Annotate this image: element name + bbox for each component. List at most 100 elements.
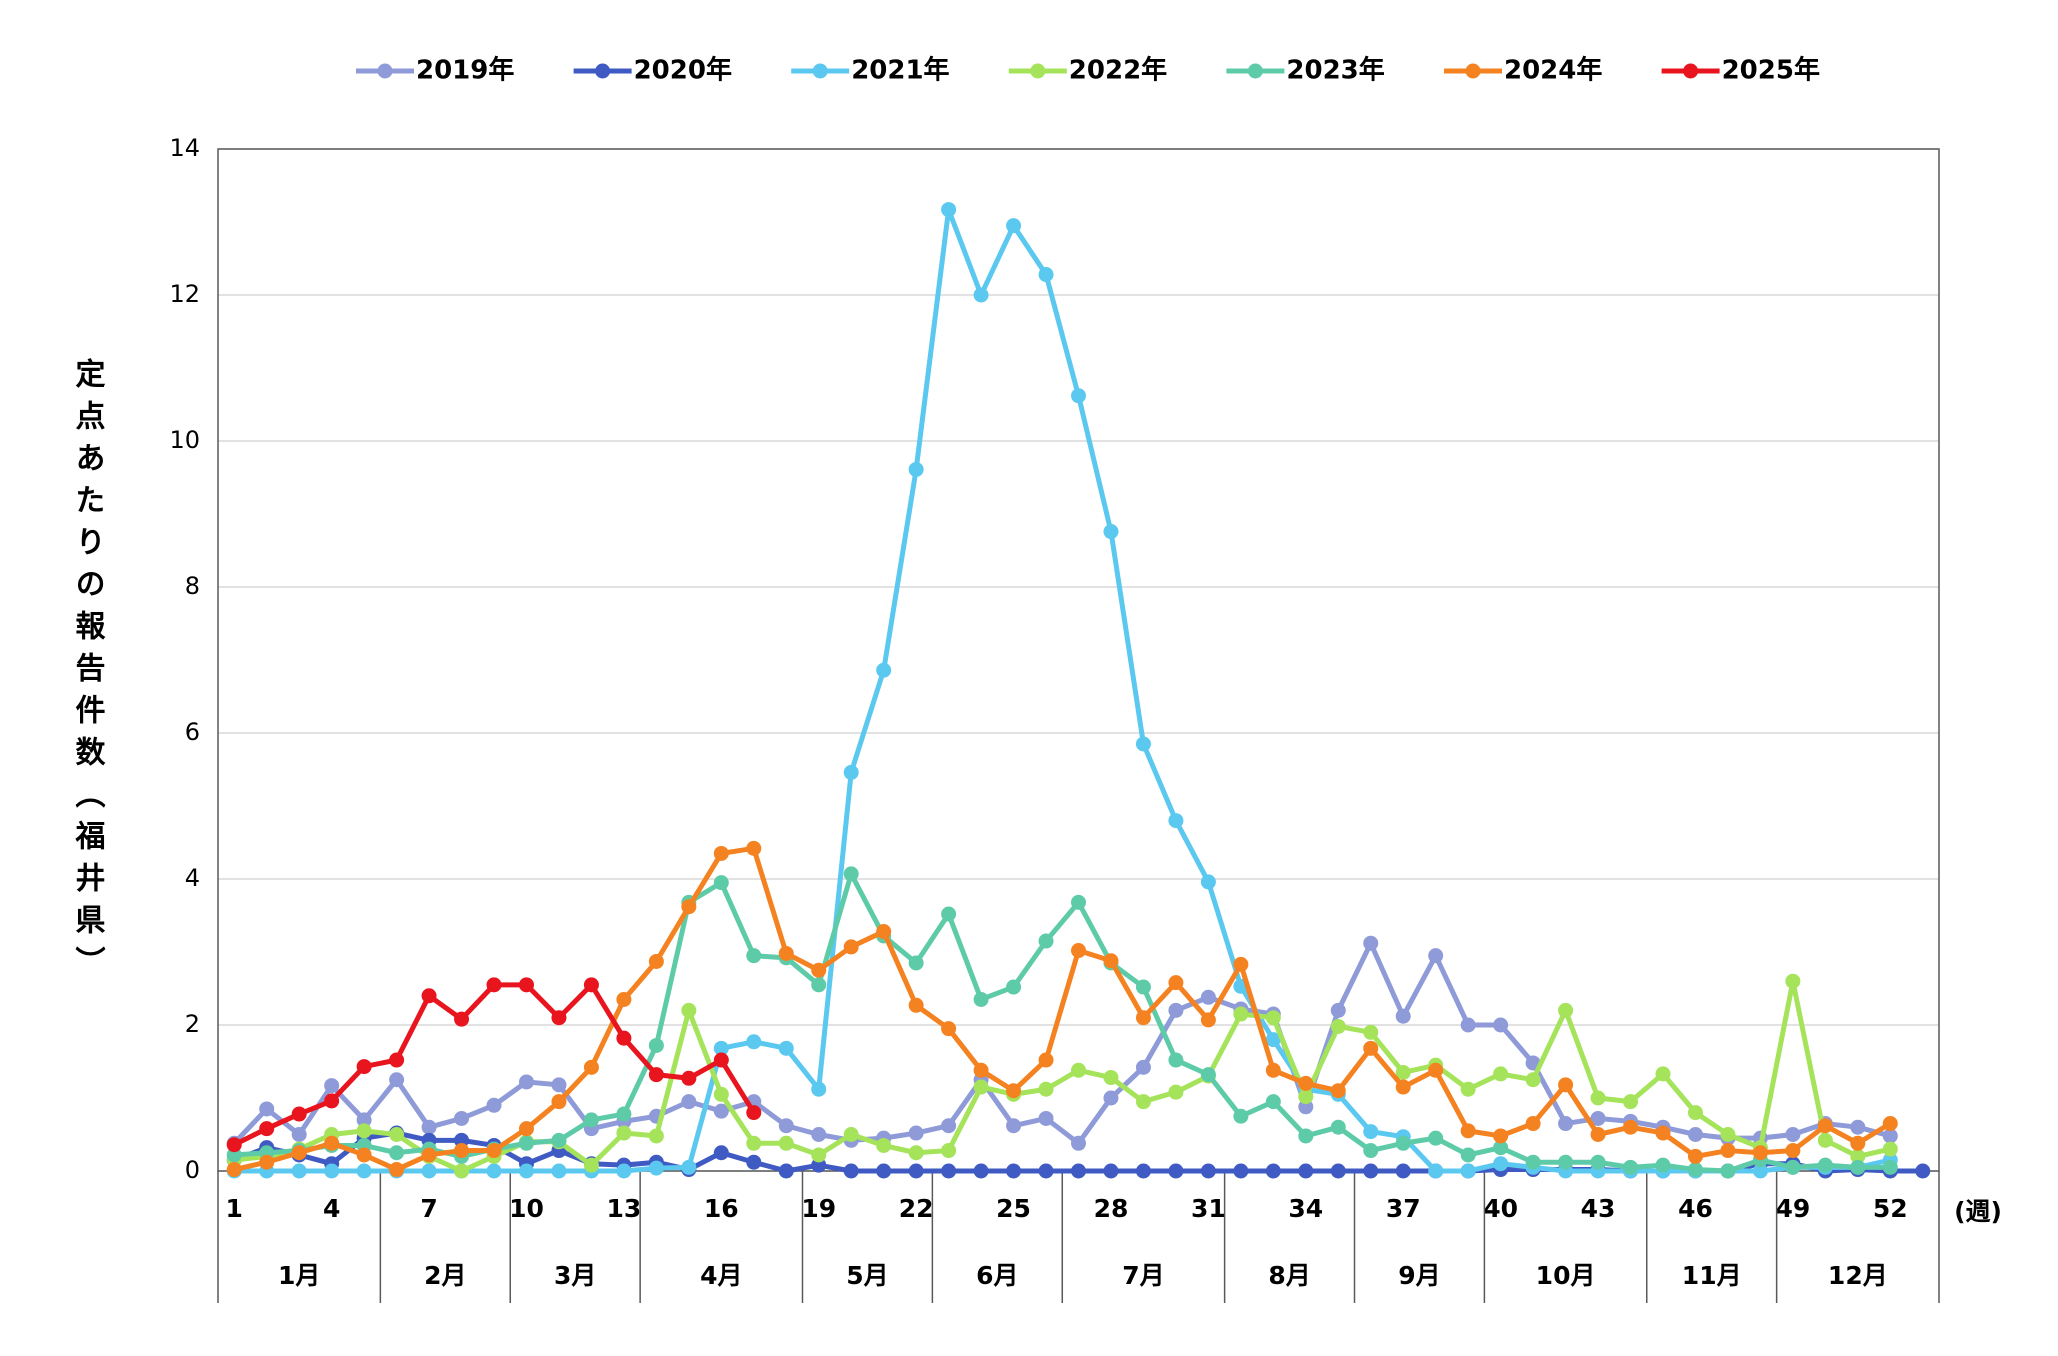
- data-point: [681, 1094, 697, 1110]
- data-point: [1850, 1135, 1866, 1151]
- data-point: [1720, 1163, 1736, 1179]
- data-point: [1850, 1159, 1866, 1175]
- legend-marker: [1030, 63, 1046, 79]
- data-point: [1558, 1002, 1574, 1018]
- data-point: [746, 1154, 762, 1170]
- x-tick-label: 49: [1775, 1194, 1810, 1223]
- month-label: 4月: [700, 1261, 742, 1290]
- data-point: [941, 1118, 957, 1134]
- data-point: [1460, 1123, 1476, 1139]
- data-point: [1298, 1089, 1314, 1105]
- data-point: [226, 1162, 242, 1178]
- data-point: [324, 1163, 340, 1179]
- data-point: [454, 1163, 470, 1179]
- data-point: [1298, 1163, 1314, 1179]
- month-label: 3月: [554, 1261, 596, 1290]
- data-point: [518, 1121, 534, 1137]
- legend-marker: [1247, 63, 1263, 79]
- data-point: [1817, 1157, 1833, 1173]
- data-point: [1298, 1128, 1314, 1144]
- data-point: [583, 1112, 599, 1128]
- data-point: [1135, 1010, 1151, 1026]
- y-tick-label: 2: [185, 1010, 200, 1038]
- data-point: [1103, 953, 1119, 969]
- data-point: [713, 875, 729, 891]
- plot-border: [217, 148, 1940, 1172]
- data-point: [1785, 1159, 1801, 1175]
- x-tick-label: 43: [1581, 1194, 1616, 1223]
- data-point: [1493, 1128, 1509, 1144]
- data-point: [421, 1163, 437, 1179]
- data-point: [1200, 989, 1216, 1005]
- data-point: [811, 1127, 827, 1142]
- data-point: [1233, 1006, 1249, 1022]
- data-point: [941, 1143, 957, 1159]
- data-point: [486, 977, 502, 993]
- data-point: [1428, 1062, 1444, 1078]
- data-point: [1006, 1163, 1022, 1179]
- data-point: [1850, 1148, 1866, 1164]
- data-point: [1655, 1066, 1671, 1082]
- month-label: 12月: [1828, 1261, 1888, 1290]
- x-tick-label: 40: [1483, 1194, 1518, 1223]
- y-tick-label: 6: [185, 718, 200, 746]
- data-point: [1330, 1119, 1346, 1135]
- data-point: [616, 991, 632, 1007]
- data-point: [1330, 1018, 1346, 1034]
- data-point: [1200, 1067, 1216, 1083]
- data-point: [746, 1135, 762, 1151]
- month-label: 7月: [1122, 1261, 1164, 1290]
- data-point: [226, 1137, 242, 1153]
- x-tick-label: 31: [1191, 1194, 1226, 1223]
- data-point: [843, 866, 859, 882]
- data-point: [648, 1067, 664, 1083]
- y-axis-label: 定点あたりの報告件数（福井県）: [70, 357, 107, 988]
- data-point: [1623, 1094, 1639, 1110]
- data-point: [973, 1163, 989, 1179]
- data-point: [1363, 1024, 1379, 1040]
- data-point: [454, 1110, 470, 1126]
- legend-text: 2019年: [416, 55, 514, 86]
- data-point: [1265, 1032, 1281, 1048]
- data-point: [1006, 1083, 1022, 1099]
- data-point: [941, 1163, 957, 1179]
- data-point: [324, 1135, 340, 1151]
- data-point: [1233, 1108, 1249, 1124]
- data-point: [1038, 267, 1054, 283]
- x-tick-label: 52: [1873, 1194, 1908, 1223]
- data-point: [518, 1074, 534, 1090]
- data-point: [713, 845, 729, 861]
- data-point: [1655, 1125, 1671, 1141]
- month-label: 2月: [424, 1261, 466, 1290]
- data-point: [746, 1034, 762, 1050]
- data-point: [1428, 948, 1444, 964]
- data-point: [356, 1163, 372, 1179]
- data-point: [713, 1103, 729, 1119]
- data-point: [681, 1002, 697, 1018]
- data-point: [1135, 736, 1151, 752]
- y-tick-label: 14: [169, 134, 200, 162]
- x-tick-label: 22: [899, 1194, 934, 1223]
- data-point: [1168, 1052, 1184, 1068]
- data-point: [1135, 979, 1151, 995]
- data-point: [1850, 1119, 1866, 1135]
- data-point: [941, 1021, 957, 1037]
- data-point: [1038, 1110, 1054, 1126]
- data-point: [973, 1062, 989, 1078]
- month-label: 9月: [1398, 1261, 1440, 1290]
- data-point: [1071, 894, 1086, 910]
- data-point: [324, 1078, 340, 1094]
- data-point: [1590, 1127, 1606, 1142]
- data-point: [1103, 1163, 1119, 1179]
- data-point: [389, 1127, 405, 1142]
- data-point: [1460, 1163, 1476, 1179]
- data-point: [1882, 1116, 1898, 1132]
- x-tick-label: 7: [420, 1194, 437, 1223]
- data-point: [356, 1123, 372, 1139]
- data-point: [713, 1086, 729, 1102]
- data-point: [1882, 1141, 1898, 1157]
- data-point: [648, 1037, 664, 1053]
- data-point: [551, 1163, 567, 1179]
- data-point: [681, 1070, 697, 1086]
- data-point: [1525, 1116, 1541, 1132]
